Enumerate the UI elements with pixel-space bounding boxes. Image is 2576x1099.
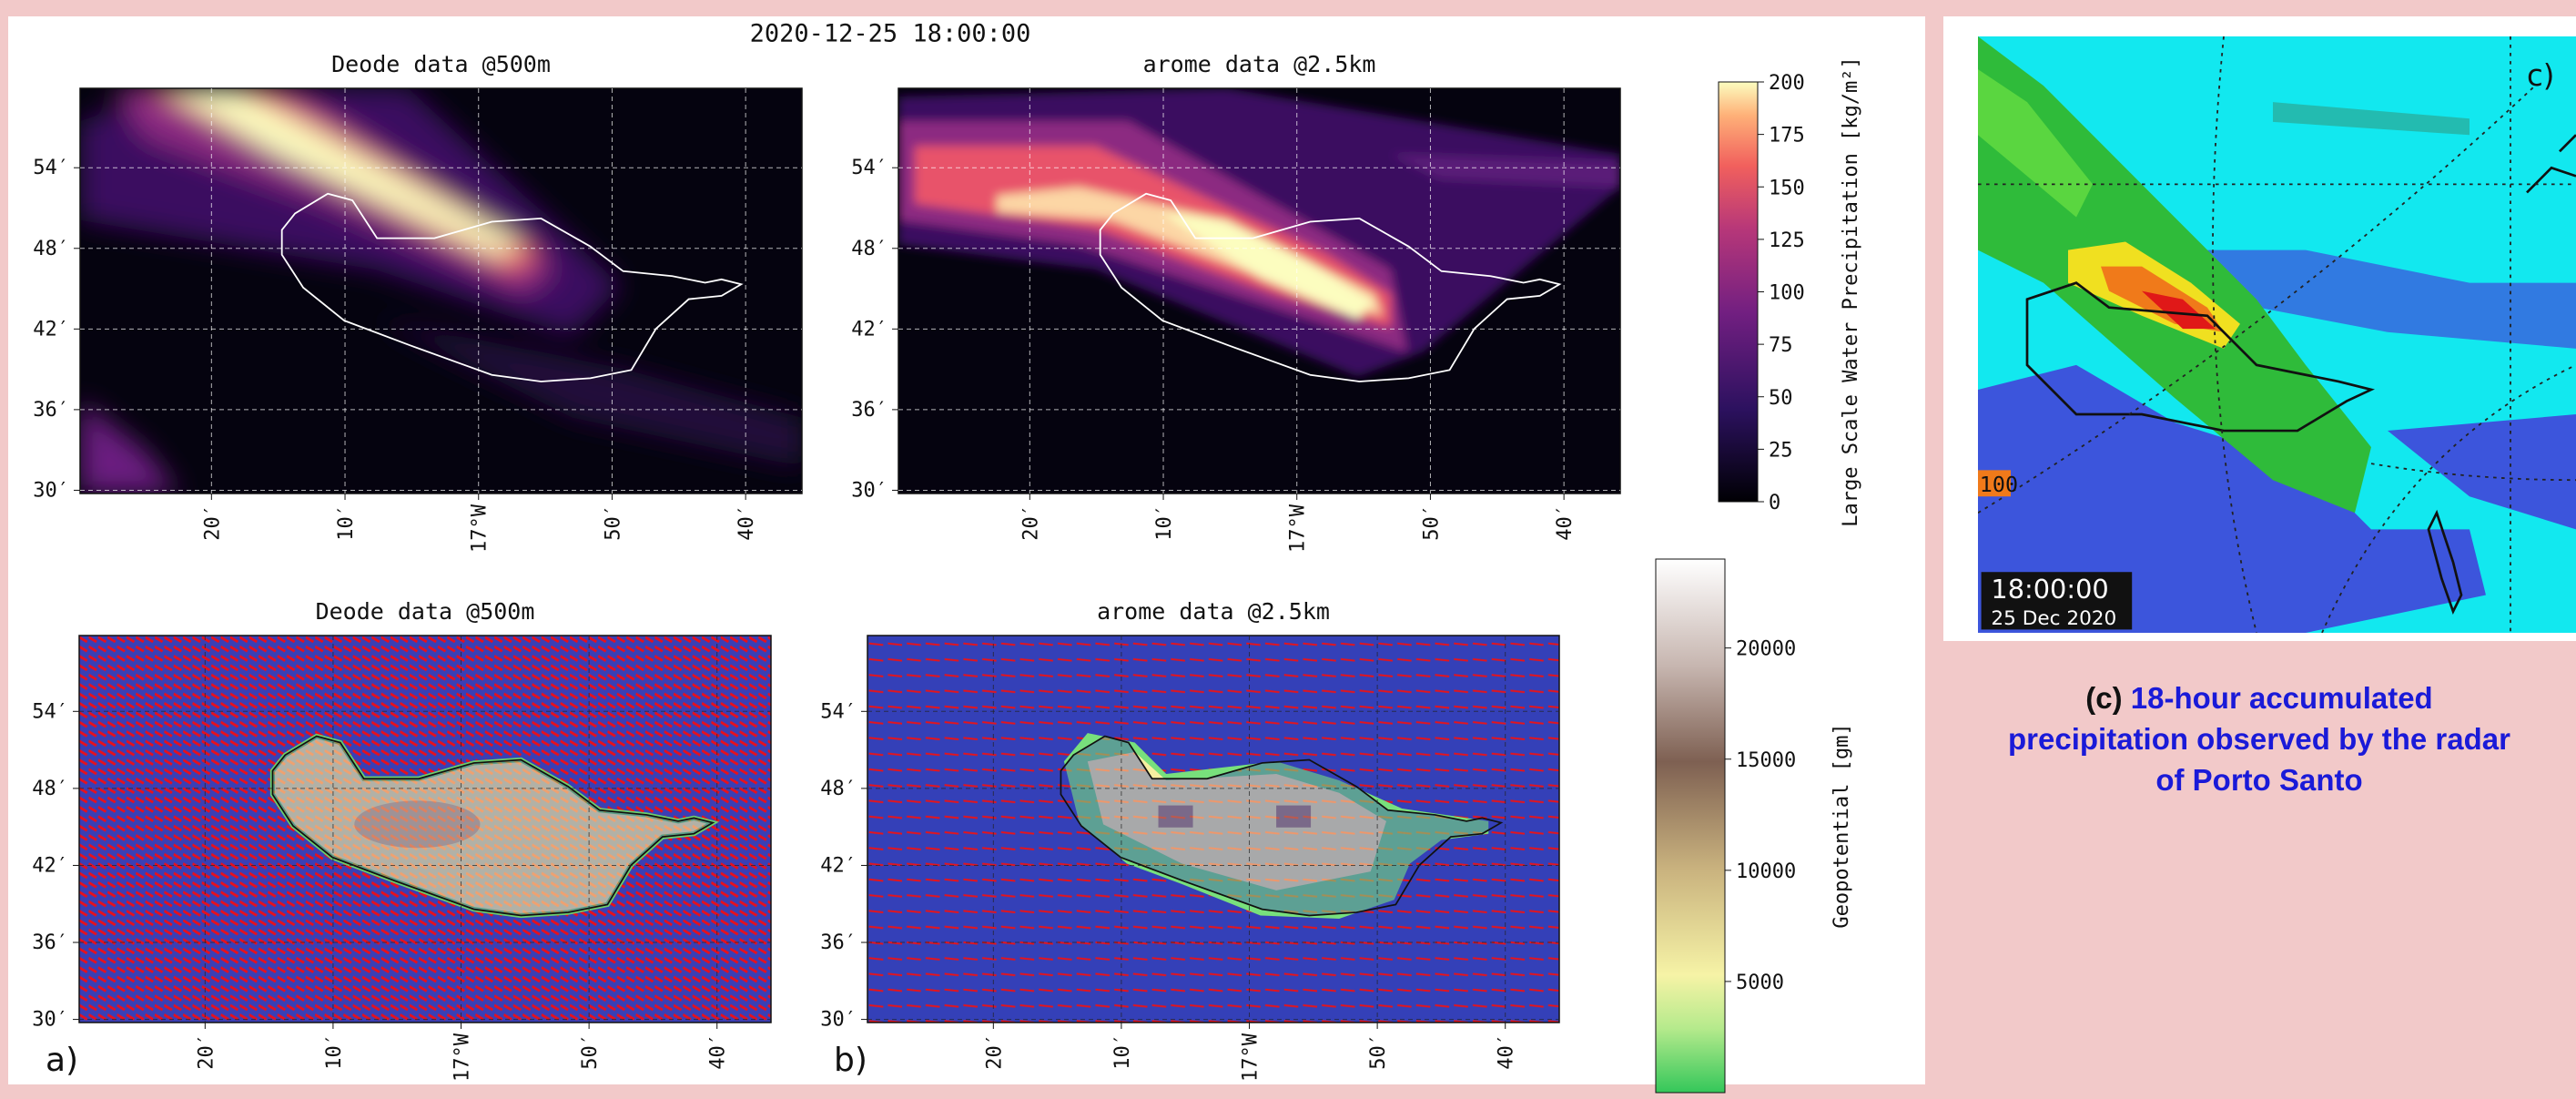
radar-time: 18:00:00: [1991, 574, 2108, 605]
colorbar: [1718, 81, 1759, 503]
lon-tick-label: 40′: [735, 504, 758, 541]
lon-tick-label: 40′: [707, 1033, 730, 1070]
panel-label: c): [2527, 58, 2554, 93]
colorbar-tick-label: 150: [1769, 177, 1805, 199]
map-frame: [898, 87, 1621, 494]
lat-tick-label: 48′: [820, 778, 857, 800]
lat-tick-label: 42′: [851, 318, 887, 341]
lon-tick-label: 10′: [335, 504, 358, 541]
lat-tick-label: 36′: [851, 399, 887, 422]
lon-tick-label: 20′: [201, 504, 224, 541]
panel-label: a): [46, 1042, 78, 1079]
lat-tick-label: 30′: [33, 479, 69, 502]
colorbar-tick-label: 200: [1769, 72, 1805, 95]
lon-tick-label: 50′: [602, 504, 624, 541]
range-rings: [1978, 36, 2576, 633]
radar-date: 25 Dec 2020: [1991, 607, 2116, 630]
colorbar-tick-label: 125: [1769, 229, 1805, 252]
caption-text: 18-hour accumulated precipitation observ…: [2008, 681, 2510, 797]
colorbar-tick-label: 5000: [1736, 972, 1784, 994]
colorbar-tick-label: 175: [1769, 125, 1805, 148]
map-frame: [78, 635, 772, 1023]
lon-tick-label: 10′: [1111, 1033, 1134, 1070]
panel-title: arome data @2.5km: [1143, 51, 1376, 77]
map-frame: [867, 635, 1560, 1023]
map-frame: [79, 87, 803, 494]
lon-tick-label: 50′: [579, 1033, 602, 1070]
lat-tick-label: 54′: [33, 157, 69, 179]
lon-tick-label: 40′: [1554, 504, 1577, 541]
lon-tick-label: 40′: [1496, 1033, 1518, 1070]
colorbar-tick-label: 75: [1769, 334, 1793, 357]
figure-title: 2020-12-25 18:00:00: [750, 20, 1031, 48]
lon-tick-label: 20′: [1019, 504, 1042, 541]
range-marker: 100: [1980, 472, 2018, 497]
range-marker-box: [1978, 470, 2011, 497]
panel-title: Deode data @500m: [331, 51, 551, 77]
lat-tick-label: 42′: [33, 318, 69, 341]
colorbar-tick-label: 25: [1769, 439, 1793, 462]
lat-tick-label: 36′: [32, 931, 68, 954]
coastline: [2025, 281, 2376, 432]
lat-tick-label: 48′: [32, 778, 68, 800]
colorbar-tick-label: 50: [1769, 387, 1793, 410]
lat-tick-label: 30′: [820, 1009, 857, 1032]
caption: (c) 18-hour accumulated precipitation ob…: [2004, 678, 2514, 801]
map: [79, 636, 771, 1023]
lon-tick-label: 50′: [1420, 504, 1443, 541]
lon-tick-label: 10′: [323, 1033, 346, 1070]
lon-tick-label: 20′: [983, 1033, 1006, 1070]
lon-tick-label: 17°W: [469, 504, 492, 553]
precipitation-field: [898, 88, 1620, 377]
colorbar-label: Large Scale Water Precipitation [kg/m²]: [1840, 56, 1862, 527]
lon-tick-label: 17°W: [451, 1033, 474, 1082]
lat-tick-label: 42′: [820, 854, 857, 877]
colorbar-tick-label: 10000: [1736, 860, 1796, 883]
colorbar-tick-label: 100: [1769, 282, 1805, 305]
lat-tick-label: 30′: [851, 479, 887, 502]
lat-tick-label: 36′: [33, 399, 69, 422]
lat-tick-label: 48′: [33, 238, 69, 260]
radar-image: 100 18:00:00 25 Dec 2020 c): [1978, 36, 2576, 633]
lon-tick-label: 20′: [195, 1033, 218, 1070]
timestamp-box: [1981, 572, 2133, 630]
colorbar-label: Geopotential [gm]: [1831, 723, 1853, 928]
panel-label: b): [834, 1042, 867, 1079]
lon-tick-label: 50′: [1367, 1033, 1390, 1070]
map: [867, 636, 1559, 1023]
lat-tick-label: 54′: [851, 157, 887, 179]
lon-tick-label: 17°W: [1287, 504, 1310, 553]
colorbar-tick-label: 15000: [1736, 749, 1796, 772]
precipitation-field: [80, 88, 802, 494]
panel-title: arome data @2.5km: [1097, 598, 1330, 625]
map: [898, 88, 1620, 494]
caption-label: (c): [2085, 681, 2123, 715]
colorbar: [1655, 558, 1726, 1094]
lon-tick-label: 17°W: [1240, 1033, 1263, 1082]
lat-tick-label: 42′: [32, 854, 68, 877]
lat-tick-label: 36′: [820, 931, 857, 954]
lat-tick-label: 48′: [851, 238, 887, 260]
lon-tick-label: 10′: [1153, 504, 1176, 541]
colorbar-tick-label: 0: [1769, 492, 1780, 514]
colorbar-tick-label: 20000: [1736, 638, 1796, 661]
lat-tick-label: 30′: [32, 1009, 68, 1032]
map: [80, 88, 802, 494]
lat-tick-label: 54′: [32, 700, 68, 723]
lat-tick-label: 54′: [820, 700, 857, 723]
panel-title: Deode data @500m: [316, 598, 535, 625]
